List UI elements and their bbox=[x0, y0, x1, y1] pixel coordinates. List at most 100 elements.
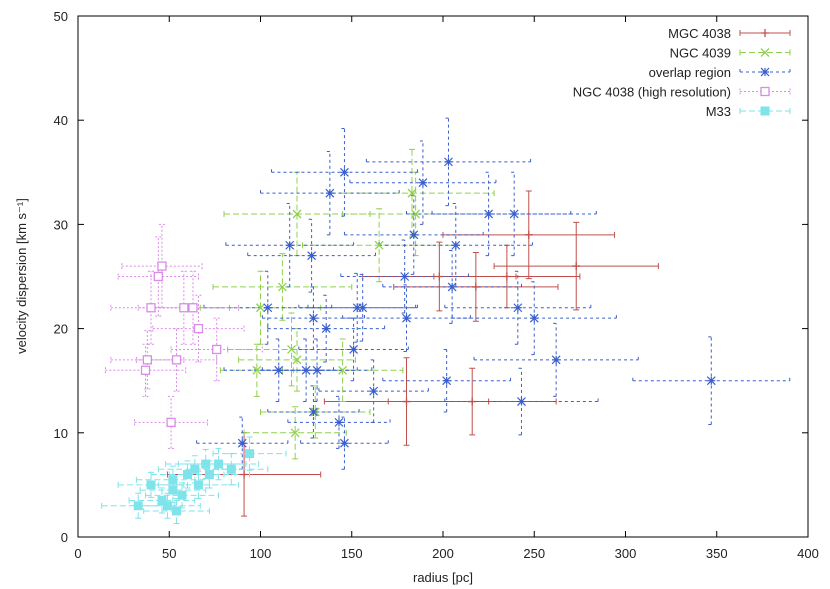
errorbar-ngc-4039 bbox=[243, 406, 347, 460]
point-overlap-region bbox=[444, 157, 453, 167]
x-tick-label: 150 bbox=[341, 546, 363, 561]
point-m33 bbox=[193, 480, 203, 490]
point-m33 bbox=[172, 506, 182, 516]
point-ngc-4038-high-resolution bbox=[146, 303, 156, 313]
point-mgc-4038 bbox=[502, 272, 511, 281]
markers-layer bbox=[133, 157, 716, 516]
point-m33 bbox=[183, 469, 192, 479]
legend-marker bbox=[761, 29, 769, 37]
point-overlap-region bbox=[263, 303, 273, 313]
legend-label: M33 bbox=[706, 104, 731, 119]
x-tick-label: 100 bbox=[250, 546, 272, 561]
point-overlap-region bbox=[442, 376, 452, 386]
y-tick-label: 10 bbox=[54, 426, 68, 441]
point-ngc-4039 bbox=[411, 209, 421, 219]
y-tick-label: 40 bbox=[54, 113, 68, 128]
point-ngc-4039 bbox=[277, 282, 287, 292]
point-ngc-4039 bbox=[374, 240, 384, 250]
point-overlap-region bbox=[274, 365, 284, 375]
y-tick-label: 20 bbox=[54, 322, 68, 337]
point-overlap-region bbox=[321, 324, 331, 334]
point-ngc-4039 bbox=[338, 365, 348, 375]
point-m33 bbox=[214, 459, 224, 469]
point-overlap-region bbox=[340, 167, 349, 177]
point-mgc-4038 bbox=[471, 282, 480, 291]
errorbar-overlap-region bbox=[343, 194, 484, 275]
point-m33 bbox=[168, 485, 178, 495]
errorbar-overlap-region bbox=[225, 203, 355, 288]
point-m33 bbox=[146, 480, 156, 490]
point-ngc-4039 bbox=[252, 365, 262, 375]
x-tick-label: 300 bbox=[615, 546, 637, 561]
point-ngc-4039 bbox=[290, 428, 300, 438]
point-ngc-4038-high-resolution bbox=[140, 365, 151, 375]
legend-swatch bbox=[739, 108, 791, 114]
legend-entry: overlap region bbox=[649, 65, 791, 80]
point-m33 bbox=[226, 464, 236, 474]
point-mgc-4038 bbox=[524, 230, 533, 239]
x-axis-label: radius [pc] bbox=[413, 570, 473, 585]
point-ngc-4038-high-resolution bbox=[153, 271, 163, 282]
y-tick-label: 30 bbox=[54, 217, 68, 232]
x-tick-label: 250 bbox=[523, 546, 545, 561]
point-ngc-4039 bbox=[292, 355, 302, 365]
point-ngc-4039 bbox=[292, 209, 302, 219]
legend: MGC 4038 NGC 4039 overlap region NGC 4038 (… bbox=[573, 26, 791, 119]
point-overlap-region bbox=[369, 386, 379, 396]
point-ngc-4038-high-resolution bbox=[212, 344, 222, 355]
legend-swatch bbox=[739, 49, 791, 56]
point-mgc-4038 bbox=[572, 262, 581, 271]
legend-label: MGC 4038 bbox=[668, 26, 731, 41]
point-ngc-4038-high-resolution bbox=[179, 303, 189, 313]
point-m33 bbox=[204, 469, 214, 479]
point-m33 bbox=[157, 496, 167, 506]
legend-entry: NGC 4038 (high resolution) bbox=[573, 85, 791, 100]
point-overlap-region bbox=[309, 313, 318, 323]
point-overlap-region bbox=[513, 303, 523, 313]
point-ngc-4038-high-resolution bbox=[157, 261, 167, 271]
legend-label: NGC 4038 (high resolution) bbox=[573, 85, 731, 100]
point-overlap-region bbox=[309, 407, 318, 417]
y-axis-label: velocity dispersion [km s⁻¹] bbox=[14, 198, 29, 354]
point-overlap-region bbox=[551, 355, 561, 365]
point-m33 bbox=[245, 449, 255, 459]
point-ngc-4039 bbox=[407, 188, 417, 198]
legend-label: NGC 4039 bbox=[670, 46, 731, 61]
point-ngc-4039 bbox=[287, 344, 296, 354]
point-mgc-4038 bbox=[240, 470, 249, 479]
legend-label: overlap region bbox=[649, 65, 731, 80]
point-m33 bbox=[190, 464, 200, 474]
point-overlap-region bbox=[706, 376, 716, 386]
point-overlap-region bbox=[340, 438, 349, 448]
point-overlap-region bbox=[237, 438, 247, 448]
point-m33 bbox=[201, 459, 211, 469]
x-tick-label: 50 bbox=[162, 546, 176, 561]
x-tick-label: 0 bbox=[74, 546, 81, 561]
point-overlap-region bbox=[529, 313, 539, 323]
errorbar-overlap-region bbox=[298, 272, 417, 343]
y-tick-label: 0 bbox=[61, 530, 68, 545]
point-ngc-4038-high-resolution bbox=[193, 323, 204, 334]
point-ngc-4038-high-resolution bbox=[171, 355, 182, 365]
point-ngc-4038-high-resolution bbox=[188, 303, 198, 313]
legend-marker bbox=[760, 67, 770, 77]
x-tick-label: 200 bbox=[432, 546, 454, 561]
point-m33 bbox=[177, 490, 187, 500]
x-tick-label: 350 bbox=[706, 546, 728, 561]
point-overlap-region bbox=[409, 230, 419, 240]
point-overlap-region bbox=[352, 303, 362, 313]
errorbar-overlap-region bbox=[260, 150, 400, 236]
point-mgc-4038 bbox=[402, 397, 411, 406]
point-overlap-region bbox=[312, 365, 322, 375]
point-ngc-4039 bbox=[256, 303, 265, 313]
point-mgc-4038 bbox=[468, 397, 477, 406]
errorbar-ngc-4039 bbox=[212, 253, 353, 321]
point-overlap-region bbox=[349, 345, 358, 354]
legend-marker bbox=[760, 106, 770, 116]
point-overlap-region bbox=[451, 240, 461, 250]
errorbar-overlap-region bbox=[431, 171, 597, 257]
point-mgc-4038 bbox=[435, 272, 444, 281]
point-overlap-region bbox=[447, 282, 457, 292]
y-tick-label: 50 bbox=[54, 9, 68, 24]
